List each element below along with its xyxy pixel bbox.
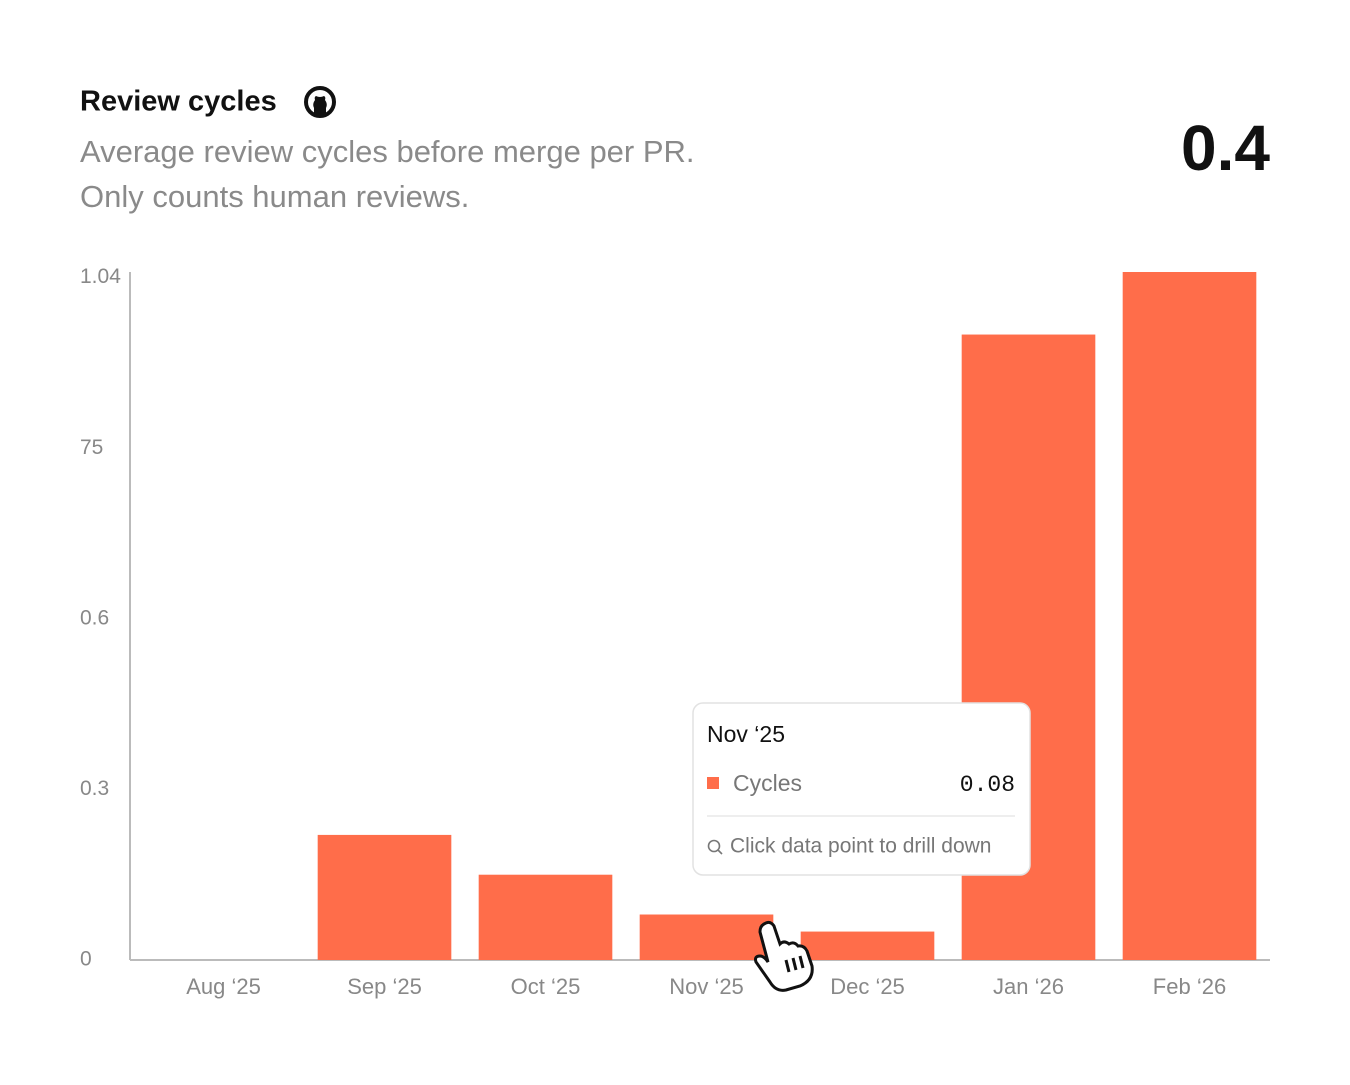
x-tick-label: Oct ‘25 <box>511 974 581 999</box>
subtitle: Average review cycles before merge per P… <box>80 134 695 169</box>
bar <box>639 914 774 960</box>
y-tick-label: 0 <box>80 948 92 971</box>
subtitle: Only counts human reviews. <box>80 179 469 214</box>
y-tick-label: 0.3 <box>80 777 109 800</box>
headline-value: 0.4 <box>1181 112 1270 184</box>
github-icon <box>304 86 336 118</box>
x-tick-label: Nov ‘25 <box>669 974 744 999</box>
zoom-icon <box>707 839 723 855</box>
bar <box>1122 272 1257 960</box>
tooltip: Nov ‘25 Cycles 0.08 Click data point to … <box>692 702 1031 876</box>
tooltip-value: 0.08 <box>960 772 1015 798</box>
tooltip-swatch <box>707 777 719 789</box>
y-tick-label: 75 <box>80 436 103 459</box>
tooltip-box <box>692 702 1031 876</box>
bar <box>800 931 935 960</box>
x-tick-label: Jan ‘26 <box>993 974 1064 999</box>
y-tick-label: 0.6 <box>80 606 109 629</box>
cursor <box>754 920 814 992</box>
x-tick-label: Sep ‘25 <box>347 974 422 999</box>
chart-title: Review cycles <box>80 86 277 118</box>
x-tick-label: Aug ‘25 <box>186 974 261 999</box>
x-tick-label: Feb ‘26 <box>1153 974 1226 999</box>
tooltip-series: Cycles <box>733 770 802 796</box>
tooltip-title: Nov ‘25 <box>707 721 785 747</box>
y-tick-label: 1.04 <box>80 265 121 288</box>
x-tick-label: Dec ‘25 <box>830 974 905 999</box>
bar <box>317 834 452 960</box>
bar <box>478 874 613 960</box>
tooltip-hint: Click data point to drill down <box>730 835 991 858</box>
